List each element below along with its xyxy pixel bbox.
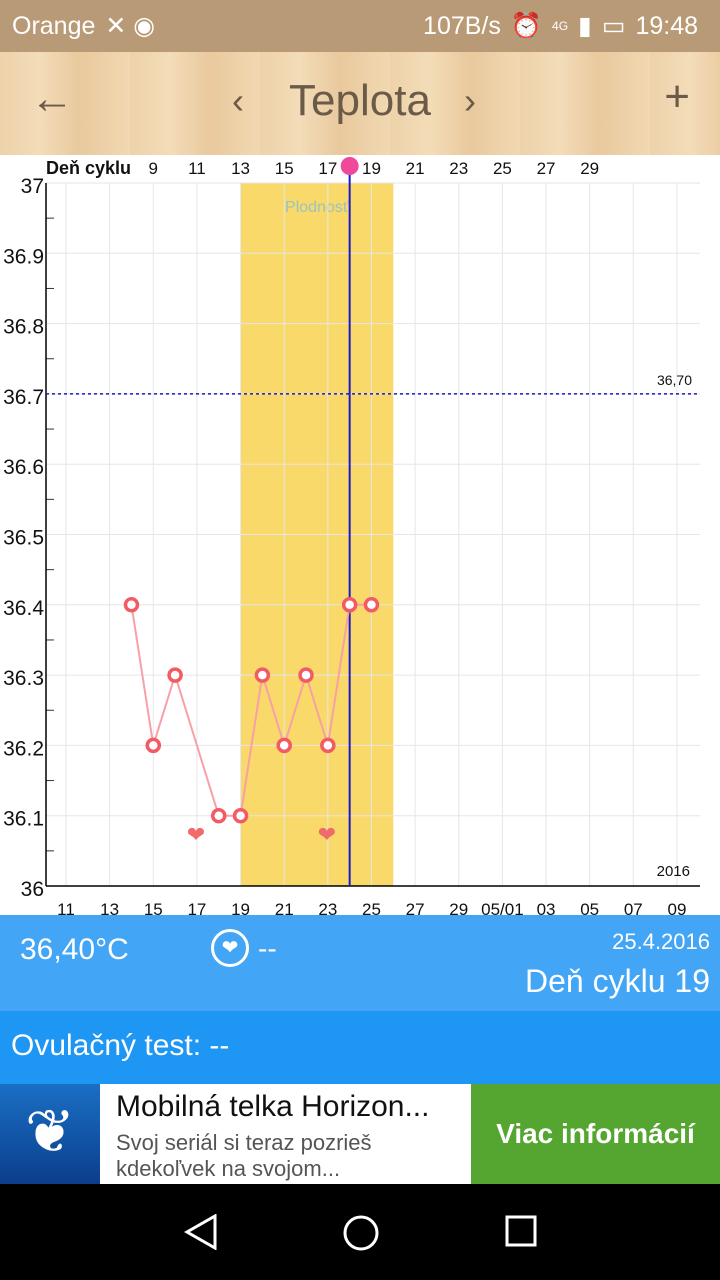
nav-back-icon[interactable] [183,1214,219,1250]
y-tick-label: 36.1 [3,808,44,831]
top-tick-label: 11 [188,159,206,178]
chevron-right-icon[interactable]: › [464,80,476,121]
ad-banner[interactable]: ❦ Mobilná telka Horizon... Svoj seriál s… [0,1084,720,1184]
ad-description: Svoj seriál si teraz pozrieš kdekoľvek n… [116,1130,372,1181]
temperature-value: 36,40°C [20,933,129,966]
y-tick-label: 36.6 [3,456,44,479]
ovulation-test[interactable]: Ovulačný test: -- [0,1011,720,1084]
x-tick-label: 13 [100,900,119,915]
data-point [232,807,249,824]
data-point [145,737,162,754]
x-tick-label: 17 [187,900,206,915]
year-label: 2016 [657,863,690,880]
x-tick-label: 25 [362,900,381,915]
nav-recents-icon[interactable] [504,1214,538,1248]
x-tick-label: 11 [57,900,75,915]
battery-icon: ▭ [601,12,626,40]
x-tick-label: 05/01 [481,900,524,915]
x-tick-label: 21 [275,900,294,915]
arrow-left-icon[interactable]: ← [30,74,74,123]
y-tick-label: 36.9 [3,245,44,268]
app-bar: Teplota ← ‹ › + [0,52,720,155]
threshold-label: 36,70 [657,372,692,388]
data-point [341,597,358,613]
y-tick-label: 36.2 [3,737,44,760]
nav-home-icon[interactable] [342,1214,380,1252]
notification-icons: ✕ ◉ [105,12,156,40]
heart-icon: ❤ [318,822,336,847]
x-tick-label: 29 [449,900,468,915]
page-title: Teplota [289,76,431,125]
carrier: Orange [12,11,96,40]
y-tick-label: 36.4 [3,597,44,620]
y-tick-label: 36.5 [3,527,44,550]
y-tick-label: 36.3 [3,667,44,690]
top-tick-label: 17 [318,159,337,178]
data-point [276,737,292,754]
data-point [123,597,140,613]
net-speed: 107B/s [423,11,501,40]
x-tick-label: 27 [406,900,425,915]
x-tick-label: 15 [144,900,163,915]
heart-icon: ❤ [187,822,205,847]
top-tick-label: 27 [537,159,556,178]
top-tick-label: 25 [493,159,512,178]
chevron-left-icon[interactable]: ‹ [232,80,244,121]
y-tick-label: 36.8 [3,316,44,339]
selected-date-marker [340,157,359,175]
top-tick-label: 19 [362,159,381,178]
top-tick-label: 23 [449,159,468,178]
data-point [298,667,314,683]
info-panel: 36,40°C ❤ -- 25.4.2016 Deň cyklu 19 [0,915,720,1011]
navigation-bar [0,1184,720,1280]
data-point [167,667,183,683]
x-tick-label: 23 [318,900,337,915]
network-type: 4G [552,19,569,33]
x-tick-label: 09 [667,900,686,915]
top-tick-label: 15 [275,159,294,178]
top-tick-label: 21 [406,159,425,178]
data-point [320,737,336,754]
data-point [254,667,271,683]
top-tick-label: 29 [580,159,599,178]
clock: 19:48 [635,11,698,40]
x-tick-label: 07 [624,900,643,915]
fertile-label: Plodnosť [285,199,350,216]
top-axis-label: Deň cyklu [46,158,131,178]
data-point [210,807,227,824]
cycle-day: Deň cyklu 19 [525,963,710,999]
top-tick-label: 13 [231,159,250,178]
ad-title: Mobilná telka Horizon... [116,1090,430,1123]
alarm-icon: ⏰ [510,11,543,40]
top-tick-label: 9 [149,159,158,178]
intercourse-value: -- [258,933,277,964]
x-tick-label: 19 [231,900,250,915]
y-tick-label: 36 [21,878,44,901]
selected-date: 25.4.2016 [612,929,710,954]
data-point [363,597,380,613]
status-bar: Orange ✕ ◉ 107B/s ⏰ 4G ▮ ▭ 19:48 [0,0,720,52]
y-tick-label: 36.7 [3,386,44,409]
ad-logo: ❦ [0,1084,100,1184]
y-tick-label: 37 [21,175,44,198]
heart-circle-icon[interactable]: ❤ [211,929,249,967]
x-tick-label: 05 [580,900,599,915]
temperature-chart[interactable]: Plodnosť 11 13 15 17 19 21 23 25 27 29 05/01 03 05 07 0… [0,155,720,915]
ad-cta-button[interactable]: Viac informácií [471,1084,720,1184]
signal-icon: ▮ [578,12,592,40]
plus-icon[interactable]: + [664,72,690,121]
x-tick-label: 03 [537,900,556,915]
